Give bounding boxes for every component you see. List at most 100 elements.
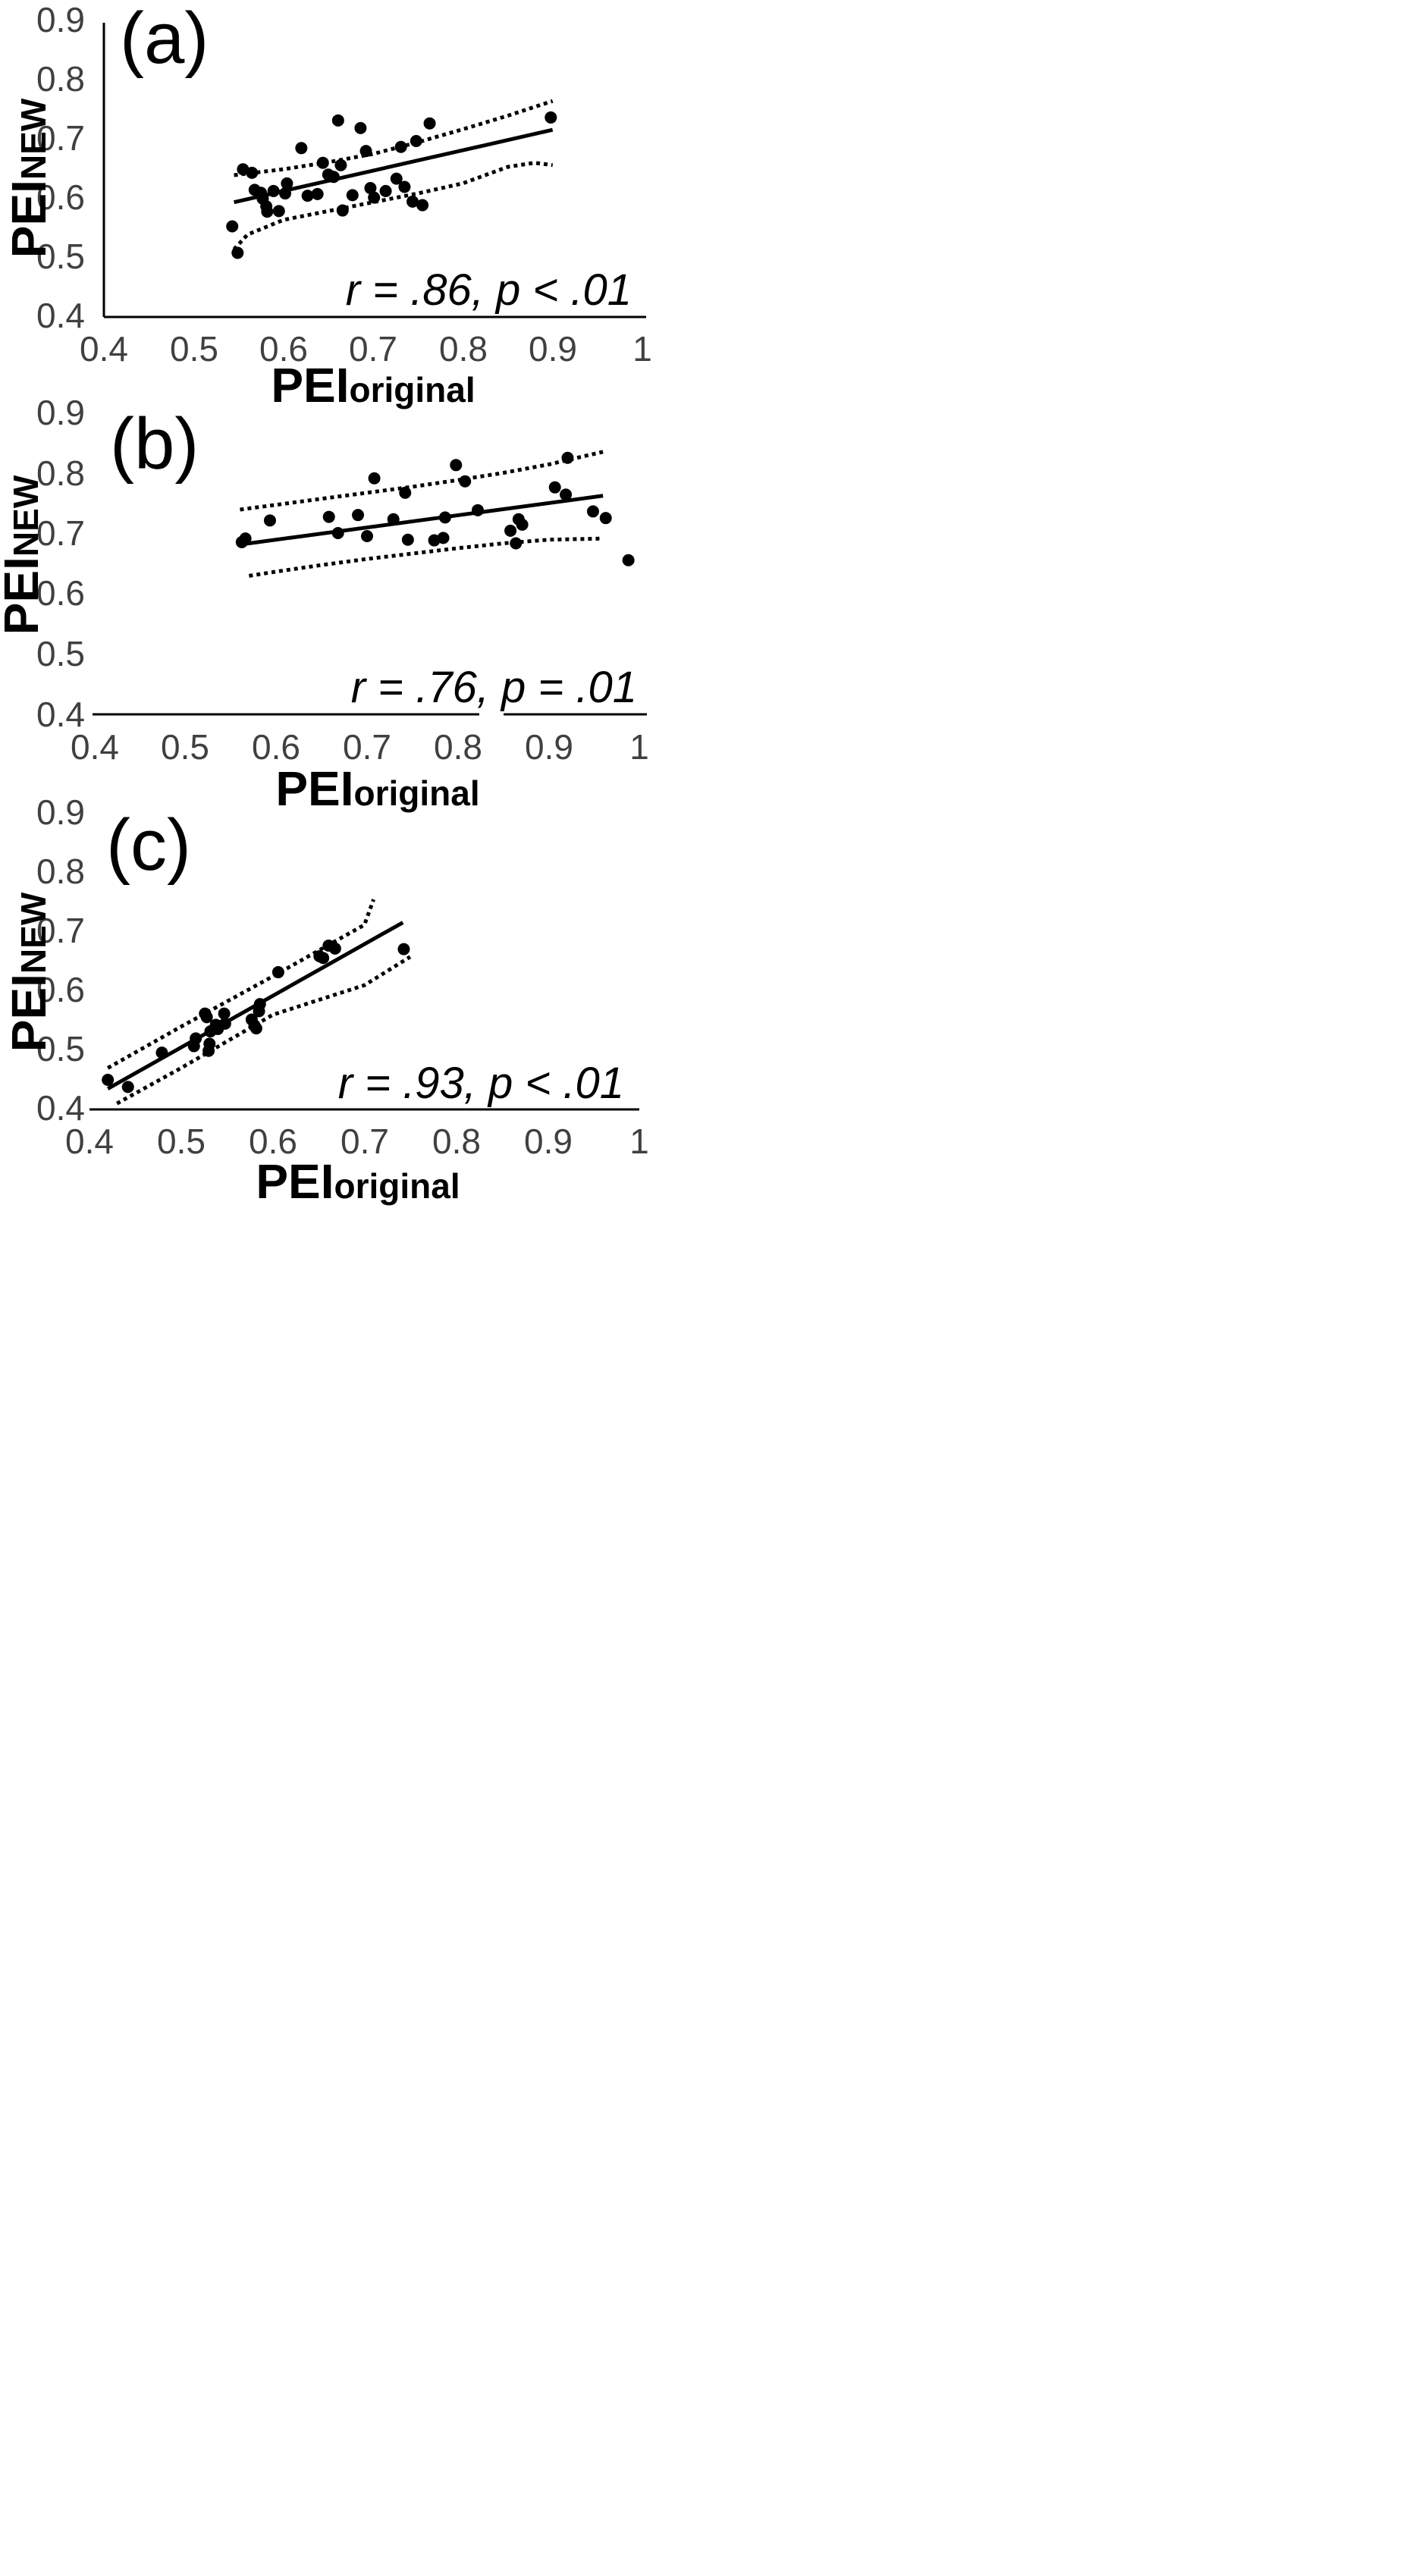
x-axis-label: PEIoriginal [271, 358, 475, 413]
data-point [346, 189, 359, 202]
ci-upper-line [106, 899, 375, 1070]
panel-a: 0.4 0.5 0.6 0.7 0.8 0.9 0.4 0.5 0.6 0.7 … [2, 0, 652, 413]
data-point [416, 199, 429, 212]
y-tick-label: 0.6 [36, 970, 85, 1009]
x-tick-label: 0.5 [170, 329, 218, 369]
plot-marks [102, 899, 412, 1106]
y-tick-label: 0.5 [36, 237, 85, 276]
data-point [450, 459, 463, 472]
x-tick-label: 0.9 [524, 1122, 573, 1161]
ci-upper-line [234, 99, 554, 177]
data-point [218, 1017, 231, 1030]
data-point [316, 156, 329, 169]
data-point [155, 1046, 168, 1059]
data-point [410, 134, 422, 147]
y-tick-labels: 0.4 0.5 0.6 0.7 0.8 0.9 [36, 393, 85, 734]
y-tick-label: 0.8 [36, 59, 85, 99]
regression-line [240, 494, 604, 547]
plot-marks [235, 450, 635, 578]
y-tick-label: 0.7 [36, 118, 85, 158]
data-point [301, 190, 314, 202]
data-point [328, 942, 341, 955]
correlation-annotation: r = .76, p = .01 [351, 663, 637, 712]
data-point [423, 117, 436, 130]
x-tick-label: 0.9 [529, 329, 577, 369]
data-point [364, 182, 377, 195]
y-axis-label: PEINEW [0, 475, 49, 635]
y-axis-label: PEINEW [2, 98, 56, 258]
data-point [394, 140, 407, 153]
data-point [387, 513, 400, 526]
y-tick-labels: 0.4 0.5 0.6 0.7 0.8 0.9 [36, 0, 85, 335]
data-point [327, 171, 340, 184]
y-axis-label-sub: NEW [6, 475, 46, 557]
data-point [548, 481, 561, 494]
x-axis-label-main: PEI [271, 358, 349, 413]
x-tick-label: 0.8 [434, 727, 482, 767]
x-tick-label: 0.5 [161, 727, 209, 767]
y-axis-label-sub: NEW [14, 98, 53, 180]
x-axis-label-sub: original [354, 773, 480, 813]
data-point [281, 177, 293, 190]
data-point [354, 121, 367, 134]
data-point [599, 512, 612, 525]
data-point [359, 145, 372, 158]
data-point [622, 554, 635, 566]
data-point [272, 205, 285, 218]
y-tick-label: 0.7 [36, 513, 85, 553]
x-tick-label: 0.6 [259, 329, 308, 369]
y-tick-labels: 0.4 0.5 0.6 0.7 0.8 0.9 [36, 792, 85, 1128]
panel-label: (b) [110, 403, 199, 485]
data-point [398, 180, 411, 193]
x-tick-label: 0.6 [252, 727, 300, 767]
y-tick-label: 0.4 [36, 1088, 85, 1128]
data-point [102, 1074, 115, 1086]
y-axis-label-sub: NEW [14, 892, 53, 974]
data-point [334, 158, 347, 171]
data-point [545, 111, 557, 124]
x-axis-label: PEIoriginal [275, 761, 479, 816]
x-tick-labels: 0.4 0.5 0.6 0.7 0.8 0.9 1 [80, 329, 652, 369]
data-point [379, 184, 392, 197]
plot-marks [226, 99, 557, 259]
y-tick-label: 0.7 [36, 911, 85, 950]
data-point [279, 187, 292, 200]
data-point [239, 532, 252, 545]
data-point [361, 529, 373, 542]
data-point [399, 486, 412, 499]
data-point [263, 514, 276, 527]
ci-upper-line [240, 450, 604, 512]
data-point [190, 1032, 202, 1045]
x-axis-label-sub: original [334, 1166, 460, 1206]
correlation-annotation: r = .93, p < .01 [338, 1059, 624, 1108]
x-tick-labels: 0.4 0.5 0.6 0.7 0.8 0.9 1 [65, 1122, 649, 1161]
data-point [406, 195, 419, 208]
data-point [459, 475, 472, 488]
data-point [331, 527, 344, 540]
y-tick-label: 0.5 [36, 634, 85, 673]
ci-lower-line [115, 955, 412, 1106]
data-point [336, 204, 349, 217]
x-tick-label: 1 [629, 727, 649, 767]
data-point [428, 534, 441, 547]
y-tick-label: 0.8 [36, 453, 85, 493]
x-axis-label: PEIoriginal [256, 1154, 460, 1209]
ci-lower-line [249, 536, 604, 578]
data-point [516, 518, 529, 531]
y-tick-label: 0.4 [36, 296, 85, 335]
data-point [368, 472, 381, 485]
y-axis-label-main: PEI [2, 180, 56, 258]
panel-label: (a) [120, 0, 209, 79]
data-point [311, 187, 324, 200]
y-tick-label: 0.9 [36, 792, 85, 832]
data-point [246, 166, 259, 179]
x-tick-label: 0.4 [65, 1122, 114, 1161]
data-point [200, 1011, 213, 1024]
data-point [218, 1007, 231, 1020]
y-tick-label: 0.5 [36, 1029, 85, 1068]
data-point [397, 943, 410, 955]
data-point [231, 246, 244, 259]
panel-label: (c) [106, 805, 191, 886]
data-point [267, 184, 280, 197]
